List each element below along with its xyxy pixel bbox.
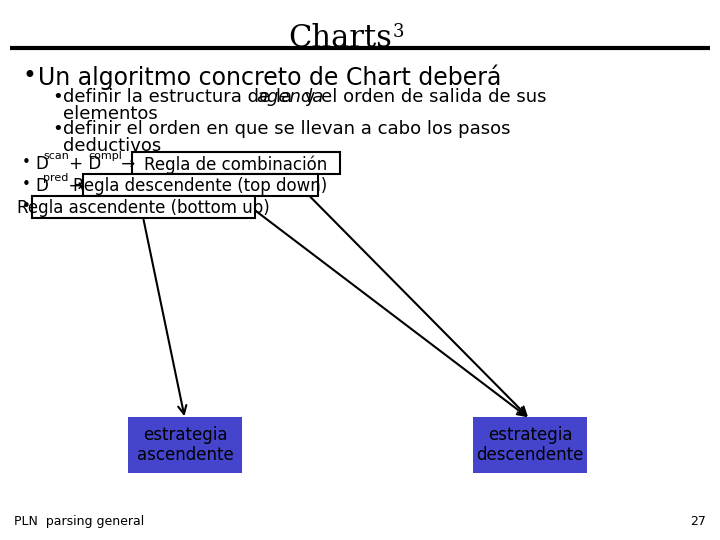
Text: deductivos: deductivos bbox=[63, 137, 161, 155]
Text: Regla de combinación: Regla de combinación bbox=[144, 155, 327, 173]
Text: agenda: agenda bbox=[256, 88, 323, 106]
Text: •: • bbox=[52, 88, 63, 106]
Text: elementos: elementos bbox=[63, 105, 158, 123]
Text: →: → bbox=[116, 155, 135, 173]
FancyBboxPatch shape bbox=[473, 417, 587, 473]
FancyBboxPatch shape bbox=[32, 195, 254, 218]
FancyBboxPatch shape bbox=[83, 173, 318, 195]
Text: pred: pred bbox=[43, 173, 68, 183]
Text: PLN  parsing general: PLN parsing general bbox=[14, 515, 144, 528]
Text: y el orden de salida de sus: y el orden de salida de sus bbox=[299, 88, 546, 106]
Text: D: D bbox=[35, 177, 48, 195]
Text: scan: scan bbox=[43, 151, 69, 161]
Text: + D: + D bbox=[64, 155, 102, 173]
FancyBboxPatch shape bbox=[128, 417, 242, 473]
Text: Regla ascendente (bottom up): Regla ascendente (bottom up) bbox=[17, 199, 269, 217]
Text: Un algoritmo concreto de Chart deberá: Un algoritmo concreto de Chart deberá bbox=[38, 64, 501, 90]
Text: definir la estructura de la: definir la estructura de la bbox=[63, 88, 298, 106]
Text: 3: 3 bbox=[393, 23, 405, 41]
Text: •: • bbox=[22, 64, 36, 88]
Text: •: • bbox=[22, 155, 31, 170]
Text: Charts: Charts bbox=[288, 23, 392, 54]
Text: →: → bbox=[64, 177, 83, 195]
Text: estrategia
descendente: estrategia descendente bbox=[477, 426, 584, 464]
Text: •: • bbox=[22, 177, 31, 192]
Text: 27: 27 bbox=[690, 515, 706, 528]
Text: Regla descendente (top down): Regla descendente (top down) bbox=[73, 177, 327, 195]
Text: •: • bbox=[52, 120, 63, 138]
Text: •: • bbox=[22, 199, 31, 214]
FancyBboxPatch shape bbox=[132, 152, 340, 173]
Text: compl: compl bbox=[88, 151, 122, 161]
Text: D: D bbox=[35, 155, 48, 173]
Text: estrategia
ascendente: estrategia ascendente bbox=[137, 426, 233, 464]
Text: definir el orden en que se llevan a cabo los pasos: definir el orden en que se llevan a cabo… bbox=[63, 120, 510, 138]
